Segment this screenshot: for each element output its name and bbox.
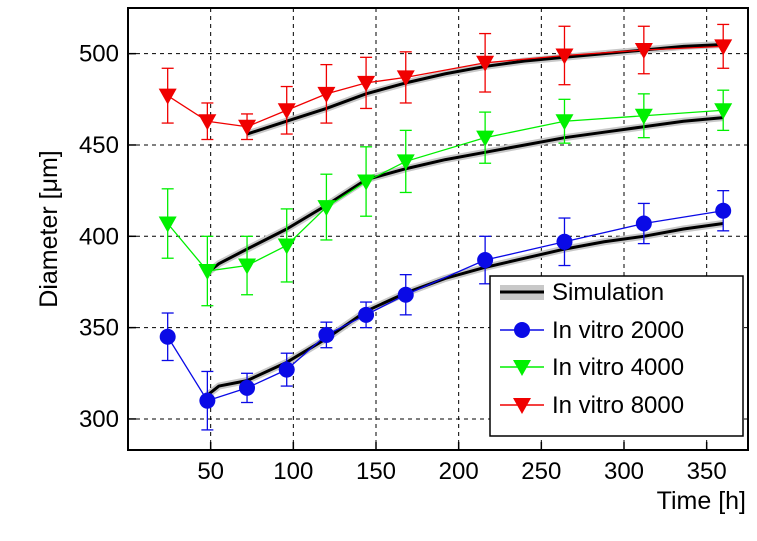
y-tick-label: 500 <box>79 41 119 68</box>
plot-frame <box>127 7 749 451</box>
data-point <box>476 55 495 72</box>
data-point <box>198 264 217 281</box>
data-point <box>714 39 733 56</box>
axis-ticks: 50 100 150 200 250 300 350 300 350 400 450 500 <box>79 41 727 485</box>
series-in-vitro-8000 <box>158 23 733 141</box>
x-tick-label: 150 <box>356 458 396 485</box>
data-point <box>396 154 415 171</box>
simulation-line <box>206 116 724 275</box>
legend-label-in-vitro-8000: In vitro 8000 <box>552 392 684 419</box>
data-point <box>238 258 257 275</box>
x-tick-label: 250 <box>521 458 561 485</box>
x-tick-label: 50 <box>197 458 224 485</box>
y-tick-label: 300 <box>79 406 119 433</box>
x-tick-label: 350 <box>687 458 727 485</box>
data-point <box>158 88 177 105</box>
legend: Simulation In vitro 2000 In vitro 4000 I… <box>489 275 744 437</box>
legend-label-in-vitro-2000: In vitro 2000 <box>552 317 684 344</box>
legend-2000-marker <box>514 322 530 338</box>
data-point <box>397 286 414 303</box>
data-point <box>476 130 495 147</box>
legend-8000-marker <box>513 398 531 414</box>
x-tick-label: 200 <box>439 458 479 485</box>
y-axis-title: Diameter [μm] <box>35 150 63 307</box>
data-point <box>635 215 652 232</box>
legend-item-in-vitro-2000: In vitro 2000 <box>500 317 684 344</box>
y-tick-label: 350 <box>79 315 119 342</box>
x-tick-label: 300 <box>604 458 644 485</box>
x-axis-title: Time [h] <box>657 487 746 515</box>
data-point <box>158 216 177 233</box>
data-point <box>555 114 574 131</box>
data-point <box>396 70 415 87</box>
x-tick-label: 100 <box>273 458 313 485</box>
data-point <box>239 379 256 396</box>
data-point <box>159 328 176 345</box>
data-point <box>634 43 653 60</box>
y-tick-label: 400 <box>79 223 119 250</box>
data-point <box>277 238 296 255</box>
data-point <box>317 200 336 217</box>
data-point <box>317 86 336 103</box>
data-series <box>158 23 733 431</box>
y-tick-label: 450 <box>79 132 119 159</box>
legend-label-in-vitro-4000: In vitro 4000 <box>552 354 684 381</box>
data-point <box>634 108 653 125</box>
simulation-line <box>206 222 724 397</box>
data-point <box>555 48 574 65</box>
data-point <box>318 326 335 343</box>
data-point <box>357 174 376 191</box>
legend-box <box>489 275 744 437</box>
data-point <box>358 306 375 323</box>
data-point <box>477 252 494 269</box>
data-point <box>556 233 573 250</box>
series-in-vitro-4000 <box>158 89 733 307</box>
series-in-vitro-2000 <box>159 189 732 431</box>
data-point <box>199 392 216 409</box>
data-point <box>238 119 257 136</box>
data-point <box>277 103 296 120</box>
legend-item-simulation: Simulation <box>500 279 664 306</box>
legend-item-in-vitro-8000: In vitro 8000 <box>500 392 684 419</box>
legend-item-in-vitro-4000: In vitro 4000 <box>500 354 684 381</box>
legend-label-simulation: Simulation <box>552 279 664 306</box>
data-point <box>715 202 732 219</box>
data-point <box>357 75 376 92</box>
data-point <box>714 103 733 120</box>
legend-4000-marker <box>513 360 531 376</box>
data-point <box>278 361 295 378</box>
data-point <box>198 114 217 131</box>
